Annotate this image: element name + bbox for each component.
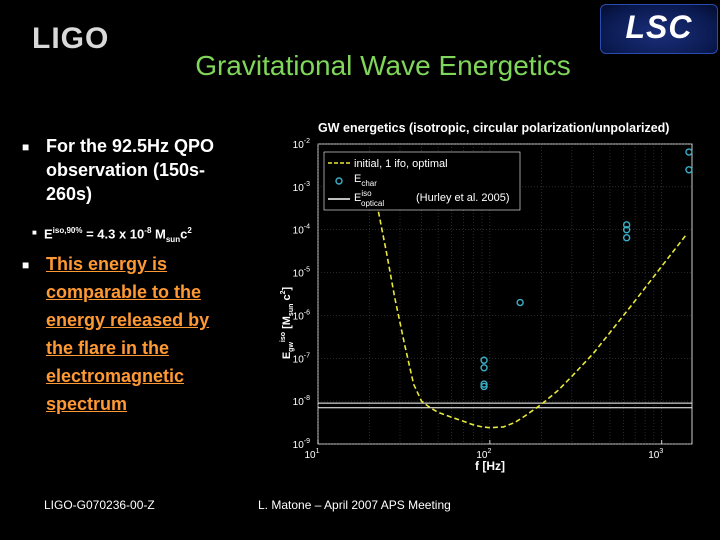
ligo-logo: LIGO	[32, 22, 110, 55]
char-energy-point	[480, 380, 488, 388]
y-tick-label: 10-7	[293, 352, 310, 365]
eq-superscript: iso,90%	[52, 226, 83, 235]
eq-mass: M	[151, 226, 166, 242]
bullet-square-icon: ■	[22, 140, 30, 154]
lsc-logo-text: LSC	[625, 9, 693, 45]
eq-c-exp: 2	[187, 226, 192, 235]
y-label-sup: iso	[280, 332, 287, 342]
char-energy-point	[622, 221, 631, 229]
y-tick-label: 10-2	[293, 138, 310, 151]
sub-bullet-square-icon: ■	[32, 228, 37, 237]
footer-author: L. Matone – April 2007 APS Meeting	[258, 498, 451, 512]
bullet-energy-comparison: This energy is comparable to the energy …	[46, 250, 276, 418]
y-label-close: ]	[281, 287, 293, 291]
sensitivity-curve	[376, 203, 688, 429]
x-tick-label: 101	[304, 448, 319, 461]
y-tick-label: 10-6	[293, 309, 310, 322]
y-label-c: c	[281, 294, 293, 303]
eq-value: = 4.3 x 10	[82, 226, 145, 242]
x-axis-label: f [Hz]	[475, 459, 505, 473]
y-tick-label: 10-3	[293, 181, 310, 194]
bullet-qpo-line: For the 92.5Hz QPO	[46, 136, 215, 156]
bullet-qpo-line: observation (150s-	[46, 160, 206, 180]
bullet-qpo: For the 92.5Hz QPO observation (150s- 26…	[46, 134, 276, 206]
char-energy-point	[685, 148, 693, 156]
legend-label-sensitivity: initial, 1 ifo, optimal	[354, 158, 448, 170]
bullet-energy-line: electromagnetic	[46, 366, 185, 386]
bullet-energy-line: spectrum	[46, 394, 128, 414]
bullet-energy-line: comparable to the	[46, 282, 202, 302]
svg-text:Egwiso [Msun c2]: Egwiso [Msun c2]	[280, 287, 295, 360]
bullet-square-icon: ■	[22, 258, 30, 272]
char-energy-point	[685, 166, 693, 174]
y-tick-label: 10-9	[293, 438, 310, 451]
char-energy-point	[480, 382, 488, 391]
x-tick-label: 103	[648, 448, 663, 461]
y-label-sub: gw	[288, 342, 295, 352]
char-energy-point	[622, 234, 631, 242]
legend-label-optical: Eiso optical (Hurley et al. 2005)	[354, 189, 510, 208]
legend-box	[323, 151, 521, 211]
char-energy-point	[480, 356, 488, 364]
y-label-sun: sun	[288, 304, 295, 316]
chart-title: GW energetics (isotropic, circular polar…	[318, 121, 669, 135]
char-energy-point	[480, 364, 488, 372]
bullet-energy-line: energy released by	[46, 310, 210, 330]
bullet-energy-line: the flare in the	[46, 338, 170, 358]
legend-circle-swatch	[335, 177, 343, 185]
eq-exponent: -8	[144, 226, 152, 235]
y-label-unit: [M	[281, 316, 293, 332]
eq-e: E	[44, 226, 53, 242]
footer-document-id: LIGO-G070236-00-Z	[44, 498, 155, 512]
eq-sun: sun	[165, 234, 181, 244]
y-axis-label: Egwiso [Msun c2]	[280, 287, 295, 360]
y-tick-label: 10-4	[293, 224, 310, 237]
bullet-energy-line: This energy is	[46, 254, 168, 274]
legend-label-char: Echar	[354, 173, 377, 188]
lsc-logo: LSC	[600, 4, 718, 54]
char-energy-point	[622, 226, 631, 234]
bullet-qpo-line: 260s)	[46, 184, 93, 204]
eq-c: c	[180, 226, 188, 242]
y-tick-label: 10-5	[293, 267, 310, 280]
y-tick-label: 10-8	[293, 395, 310, 408]
energetics-chart: GW energetics (isotropic, circular polar…	[270, 118, 710, 478]
char-energy-point	[516, 298, 524, 307]
y-label-c-exp: 2	[280, 290, 287, 294]
x-tick-label: 102	[476, 448, 491, 461]
energy-equation: Eiso,90% = 4.3 x 10-8 Msunc2	[44, 226, 192, 244]
y-label-e: E	[281, 352, 293, 359]
slide-title: Gravitational Wave Energetics	[195, 50, 571, 81]
